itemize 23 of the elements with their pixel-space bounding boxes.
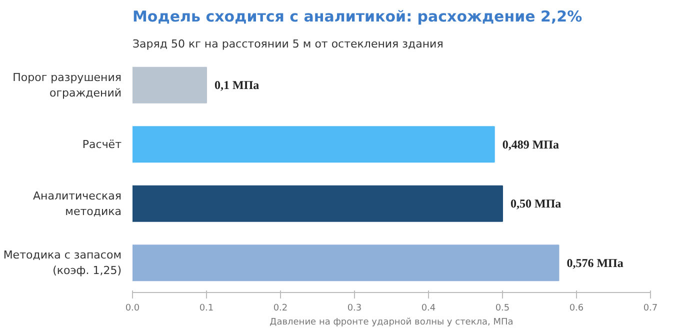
- x-tick-label: 0.4: [421, 304, 436, 314]
- y-tick-label: Аналитическая методика: [32, 189, 122, 218]
- y-tick-label: Методика с запасом (коэф. 1,25): [3, 248, 122, 278]
- x-tick-label: 0.6: [569, 304, 584, 314]
- x-tick-label: 0.5: [495, 304, 510, 314]
- data-label: 0,1 МПа: [214, 78, 260, 92]
- chart-subtitle: Заряд 50 кг на расстоянии 5 м от остекления здания: [132, 38, 444, 50]
- data-label: 0,50 МПа: [510, 196, 562, 211]
- data-label: 0,489 МПа: [502, 137, 560, 152]
- bar: [132, 185, 503, 222]
- bar: [132, 244, 560, 282]
- x-tick-label: 0.7: [643, 304, 658, 314]
- bar: [132, 66, 207, 104]
- y-tick-label: Порог разрушения ограждений: [12, 70, 122, 100]
- data-label: 0,576 МПа: [566, 256, 624, 270]
- x-tick-label: 0.1: [199, 304, 214, 314]
- x-tick-label: 0.0: [125, 304, 140, 314]
- chart-title: Модель сходится с аналитикой: расхождение 2,2%: [132, 8, 582, 26]
- y-tick-label: Расчёт: [82, 138, 122, 151]
- x-tick-label: 0.2: [273, 304, 288, 314]
- x-tick-label: 0.3: [347, 304, 362, 314]
- bar: [132, 126, 495, 163]
- x-axis-title: Давление на фронте ударной волны у стекла, МПа: [270, 318, 514, 328]
